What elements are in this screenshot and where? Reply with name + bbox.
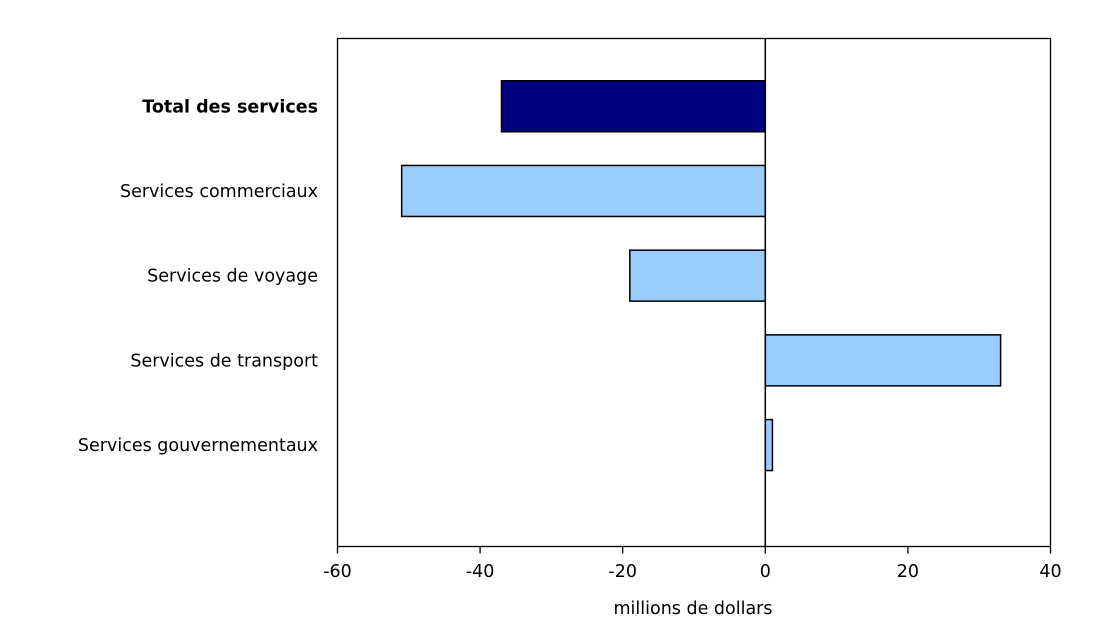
category-label: Services gouvernementaux	[78, 436, 318, 456]
x-tick-label: 0	[760, 562, 771, 582]
bar-services-commerciaux	[400, 164, 767, 218]
category-label: Services de voyage	[147, 267, 318, 287]
x-tick-label: 20	[897, 562, 919, 582]
category-label: Services commerciaux	[120, 182, 318, 202]
x-tick-label: -20	[608, 562, 637, 582]
x-tick-label: 40	[1039, 562, 1061, 582]
category-label: Total des services	[142, 97, 318, 117]
plot-area-frame	[336, 37, 1052, 548]
x-tick-label: -40	[466, 562, 495, 582]
x-axis-label: millions de dollars	[614, 599, 773, 619]
bar-services-gouvernementaux	[764, 418, 774, 472]
category-label: Services de transport	[130, 351, 318, 371]
bar-total-des-services	[500, 80, 767, 133]
bar-services-de-transport	[764, 334, 1002, 387]
bar-services-de-voyage	[629, 249, 767, 302]
x-tick-label: -60	[323, 562, 352, 582]
